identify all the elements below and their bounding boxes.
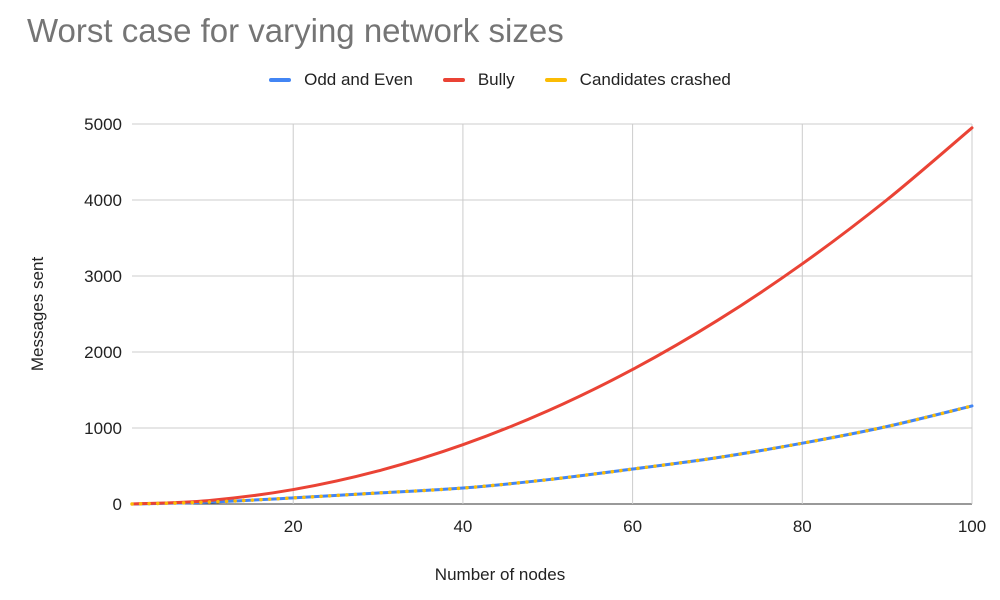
legend-label: Candidates crashed [579, 70, 731, 89]
x-tick-label: 60 [623, 517, 642, 536]
x-tick-label: 80 [793, 517, 812, 536]
legend-swatch [269, 78, 292, 82]
series-line-bully [130, 126, 974, 506]
x-tick-label: 100 [958, 517, 986, 536]
legend-swatch [544, 78, 567, 82]
y-tick-label: 4000 [84, 191, 122, 210]
legend-label: Odd and Even [304, 70, 413, 89]
legend-item-odd-and-even: Odd and Even [269, 70, 413, 90]
legend-label: Bully [477, 70, 515, 89]
x-tick-label: 20 [284, 517, 303, 536]
x-axis-label: Number of nodes [434, 565, 566, 584]
y-tick-label: 5000 [84, 115, 122, 134]
series-line-odd-and-even [130, 404, 974, 506]
legend-item-candidates-crashed: Candidates crashed [544, 70, 731, 90]
legend-item-bully: Bully [442, 70, 515, 90]
legend-swatch [442, 78, 465, 82]
series-line-candidates-crashed [130, 404, 974, 506]
y-tick-label: 2000 [84, 343, 122, 362]
x-tick-label: 40 [453, 517, 472, 536]
y-tick-label: 1000 [84, 419, 122, 438]
y-tick-label: 0 [113, 495, 122, 514]
legend: Odd and Even Bully Candidates crashed [0, 70, 1000, 90]
y-tick-label: 3000 [84, 267, 122, 286]
chart-title: Worst case for varying network sizes [27, 12, 564, 49]
y-axis-label: Messages sent [28, 256, 47, 372]
